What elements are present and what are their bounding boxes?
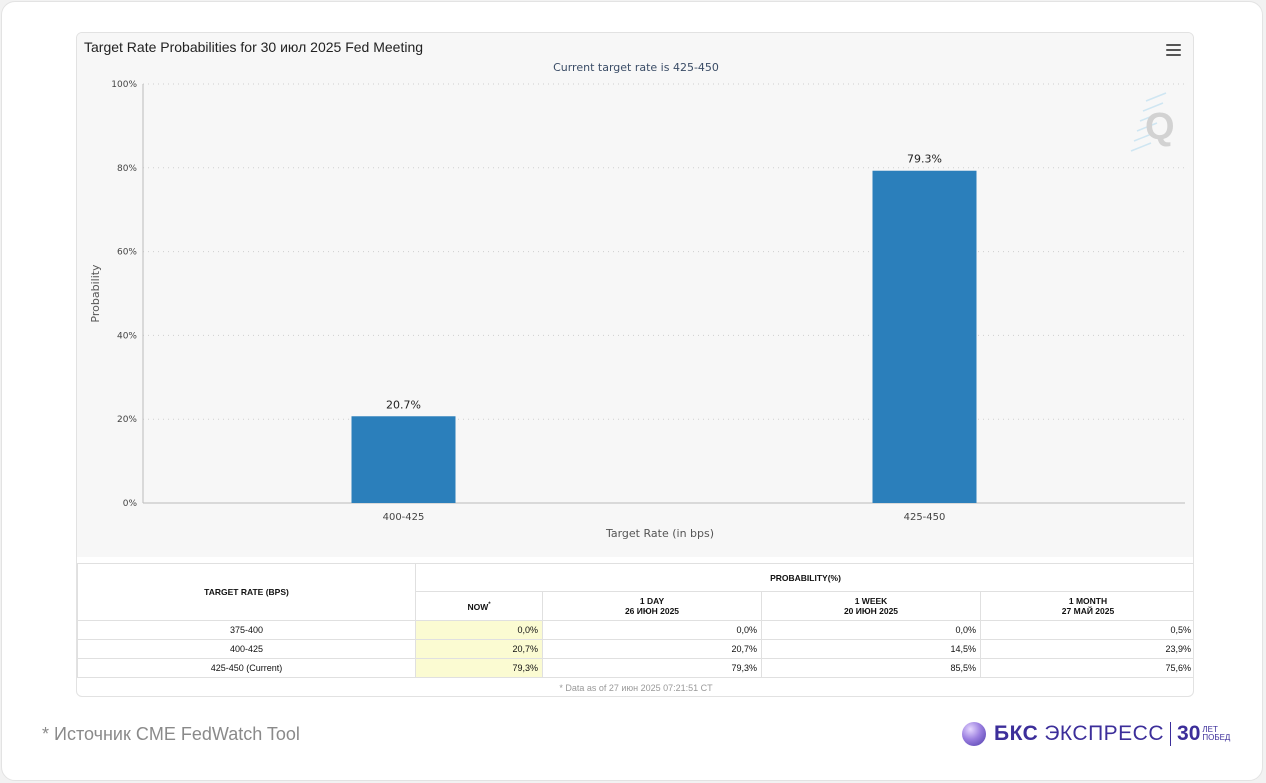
row-rate: 425-450 (Current) [77,658,416,678]
x-tick-label: 425-450 [904,512,946,523]
q-watermark-icon: Q [1130,92,1175,152]
brand-years-text: ЛЕТ ПОБЕД [1202,725,1231,742]
hamburger-menu-icon[interactable] [1166,44,1181,56]
chart-subtitle: Current target rate is 425-450 [553,61,719,74]
y-tick-label: 100% [111,80,137,90]
svg-text:Q: Q [1145,106,1175,148]
table-subheader-row: NOW* 1 DAY 26 ИЮН 2025 1 WEEK 20 ИЮН 2025 … [78,591,1193,621]
y-axis-title: Probability [89,264,102,323]
bar [351,416,456,503]
table-row: 375-400 0,0% 0,0% 0,0% 0,5% [77,620,1193,640]
brand-express: ЭКСПРЕСС [1044,722,1165,745]
header-1week: 1 WEEK 20 ИЮН 2025 [761,591,981,621]
data-label: 20.7% [386,398,421,411]
x-tick-label: 400-425 [383,512,425,523]
row-now: 79,3% [415,658,543,678]
row-1week: 14,5% [761,639,981,659]
brand-separator [1170,722,1172,746]
row-1month: 0,5% [979,620,1193,640]
data-timestamp-footnote: * Data as of 27 июн 2025 07:21:51 CT [559,683,713,693]
row-1month: 23,9% [979,639,1193,659]
y-tick-label: 40% [117,331,137,341]
row-now: 20,7% [415,639,543,659]
header-now: NOW* [415,591,543,621]
row-1day: 0,0% [542,620,762,640]
fedwatch-panel: Q 0% 20% 40% 60% 80% 100% 20.7% 400-425 79.3% 425-… [76,32,1194,697]
header-probability: PROBABILITY(%) [414,563,1193,592]
brand-logo: БКС ЭКСПРЕСС 30 ЛЕТ ПОБЕД [962,720,1230,748]
bar [872,170,977,503]
header-1day: 1 DAY 26 ИЮН 2025 [542,591,762,621]
table-row: 400-425 20,7% 20,7% 14,5% 23,9% [77,639,1193,659]
data-label: 79.3% [907,153,942,166]
y-tick-label: 60% [117,248,137,258]
brand-bks: БКС [994,722,1039,745]
y-tick-label: 80% [117,164,137,174]
table-header-row: TARGET RATE (BPS) PROBABILITY(%) [77,563,1193,621]
table-row: 425-450 (Current) 79,3% 79,3% 85,5% 75,6… [77,658,1193,678]
chart-title: Target Rate Probabilities for 30 июл 202… [84,39,424,55]
row-rate: 375-400 [77,620,416,640]
row-1day: 20,7% [542,639,762,659]
probability-chart: Q 0% 20% 40% 60% 80% 100% 20.7% 400-425 79.3% 425-… [89,80,1185,540]
chart-area: Q 0% 20% 40% 60% 80% 100% 20.7% 400-425 79.3% 425-… [77,33,1193,557]
header-1month: 1 MONTH 27 МАЙ 2025 [979,591,1193,621]
brand-30: 30 [1177,722,1201,745]
row-1week: 85,5% [761,658,981,678]
header-target-rate: TARGET RATE (BPS) [77,563,416,621]
row-now: 0,0% [415,620,543,640]
brand-sphere-icon [962,722,986,746]
x-axis-title: Target Rate (in bps) [605,527,714,540]
row-1week: 0,0% [761,620,981,640]
row-1day: 79,3% [542,658,762,678]
y-tick-label: 0% [123,499,138,509]
probability-table: TARGET RATE (BPS) PROBABILITY(%) NOW* 1 … [77,563,1193,678]
row-rate: 400-425 [77,639,416,659]
y-tick-label: 20% [117,415,137,425]
row-1month: 75,6% [979,658,1193,678]
source-caption: * Источник CME FedWatch Tool [42,724,300,744]
